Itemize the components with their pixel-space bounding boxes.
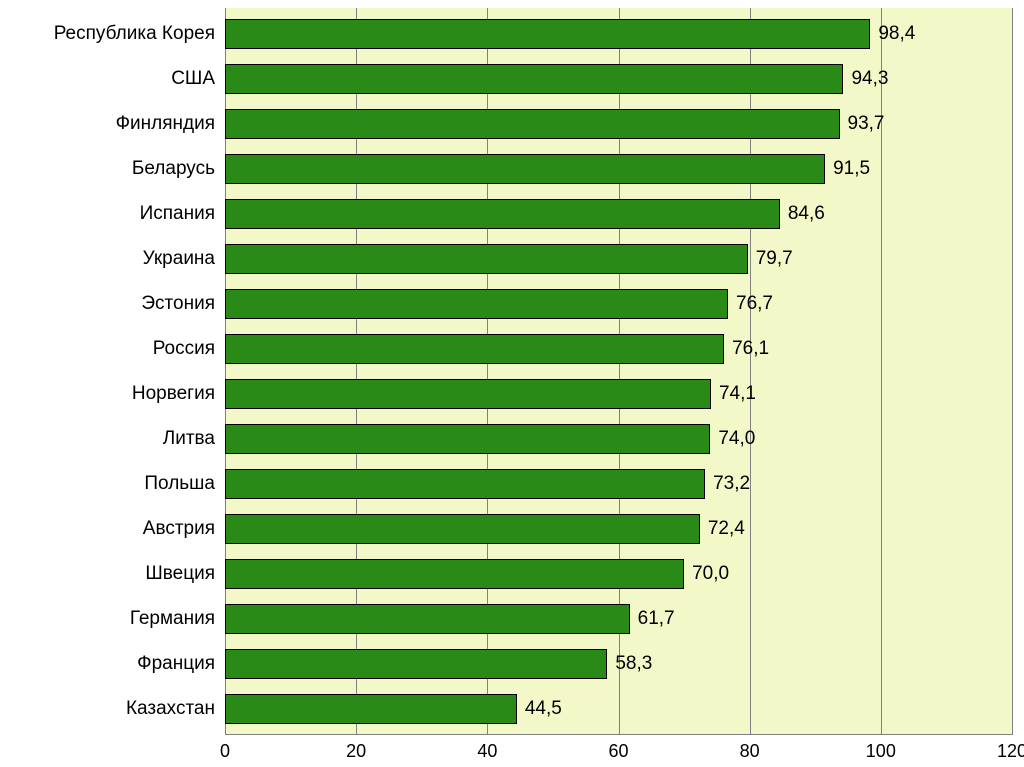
- x-tick-label: 40: [457, 741, 517, 762]
- bar: [225, 604, 630, 634]
- category-label: Германия: [130, 608, 215, 630]
- bar: [225, 559, 684, 589]
- value-label: 61,7: [638, 608, 675, 630]
- bar: [225, 649, 607, 679]
- value-label: 70,0: [692, 563, 729, 585]
- bar: [225, 199, 780, 229]
- category-label: Литва: [163, 428, 215, 450]
- bar: [225, 244, 748, 274]
- category-label: Польша: [144, 473, 215, 495]
- bar: [225, 469, 705, 499]
- category-label: Эстония: [141, 293, 215, 315]
- bar: [225, 334, 724, 364]
- x-tick-label: 100: [851, 741, 911, 762]
- horizontal-bar-chart: Республика Корея 98,4 США 94,3 Финляндия 93,7…: [0, 0, 1024, 767]
- x-tick-label: 0: [195, 741, 255, 762]
- category-label: Казахстан: [126, 698, 215, 720]
- bar: [225, 379, 711, 409]
- bar: [225, 424, 710, 454]
- bar: [225, 109, 840, 139]
- category-label: Беларусь: [132, 158, 215, 180]
- category-label: Финляндия: [116, 113, 215, 135]
- x-tick-label: 120: [982, 741, 1024, 762]
- bar: [225, 694, 517, 724]
- x-tick-label: 60: [589, 741, 649, 762]
- value-label: 91,5: [833, 158, 870, 180]
- category-label: Республика Корея: [54, 23, 215, 45]
- value-label: 74,0: [718, 428, 755, 450]
- value-label: 84,6: [788, 203, 825, 225]
- category-label: Швеция: [145, 563, 215, 585]
- value-label: 94,3: [851, 68, 888, 90]
- value-label: 98,4: [878, 23, 915, 45]
- category-label: США: [171, 68, 215, 90]
- bar: [225, 154, 825, 184]
- value-label: 58,3: [615, 653, 652, 675]
- gridline: [1012, 8, 1013, 735]
- category-label: Норвегия: [132, 383, 215, 405]
- value-label: 72,4: [708, 518, 745, 540]
- category-label: Украина: [143, 248, 215, 270]
- category-label: Франция: [137, 653, 215, 675]
- value-label: 44,5: [525, 698, 562, 720]
- bar: [225, 289, 728, 319]
- value-label: 93,7: [848, 113, 885, 135]
- bar: [225, 514, 700, 544]
- category-label: Австрия: [143, 518, 215, 540]
- value-label: 73,2: [713, 473, 750, 495]
- x-tick-label: 20: [326, 741, 386, 762]
- category-label: Испания: [140, 203, 215, 225]
- x-tick-label: 80: [720, 741, 780, 762]
- value-label: 79,7: [756, 248, 793, 270]
- bar: [225, 64, 843, 94]
- category-label: Россия: [153, 338, 215, 360]
- value-label: 76,7: [736, 293, 773, 315]
- value-label: 74,1: [719, 383, 756, 405]
- bar: [225, 19, 870, 49]
- value-label: 76,1: [732, 338, 769, 360]
